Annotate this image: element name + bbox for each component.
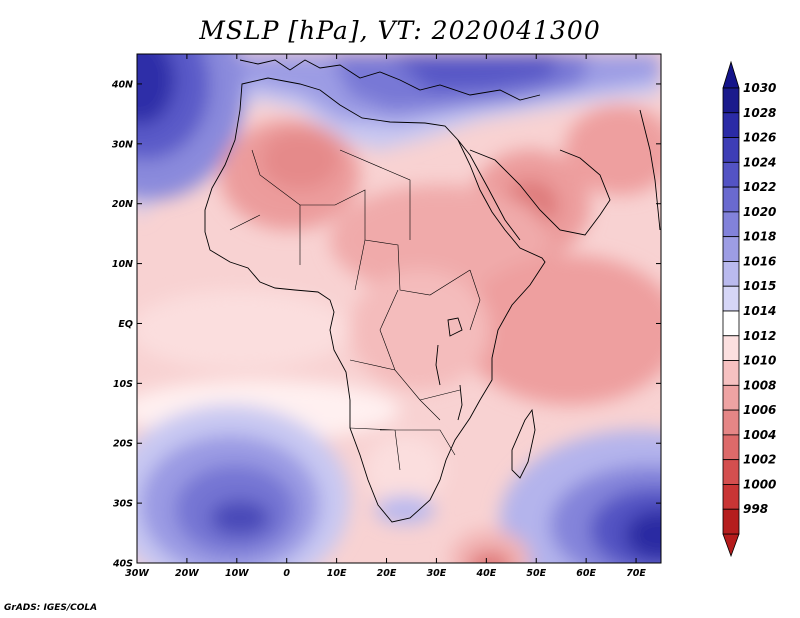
x-tick-label: 70E xyxy=(626,568,646,579)
colorbar-level-label: 1028 xyxy=(743,106,776,120)
y-tick-label: 40S xyxy=(112,559,133,570)
colorbar-swatch xyxy=(722,384,740,411)
colorbar-swatch xyxy=(722,310,740,337)
colorbar-level-label: 1002 xyxy=(743,453,776,467)
colorbar-swatch xyxy=(722,409,740,436)
colorbar-level-label: 1026 xyxy=(743,131,776,145)
x-tick-label: 10E xyxy=(327,568,347,579)
x-tick-label: 20W xyxy=(175,568,199,579)
lake-victoria xyxy=(447,317,463,337)
pressure-field xyxy=(137,54,661,563)
y-tick-label: 20S xyxy=(113,439,133,450)
colorbar-level-label: 1018 xyxy=(743,230,776,244)
y-tick-label: 30S xyxy=(113,499,133,510)
lake-tanganyika xyxy=(435,344,441,386)
colorbar-level-label: 1022 xyxy=(743,180,776,194)
colorbar-level-label: 1008 xyxy=(743,378,776,392)
colorbar-swatch xyxy=(722,434,740,461)
colorbar-swatch xyxy=(722,459,740,485)
x-tick-label: 0 xyxy=(283,568,290,579)
colorbar-level-label: 1010 xyxy=(743,354,776,368)
colorbar-level-label: 1020 xyxy=(743,205,776,219)
coastlines xyxy=(204,59,661,523)
colorbar-level-label: 1000 xyxy=(743,477,776,491)
colorbar-level-label: 1004 xyxy=(743,428,776,442)
colorbar-top-arrow xyxy=(722,60,740,89)
colorbar-level-label: 1012 xyxy=(743,329,776,343)
colorbar-level-label: 1016 xyxy=(743,254,776,268)
colorbar-legend: 1030 1028 1026 1024 1022 1020 1018 1016 1015 1014… xyxy=(722,60,776,558)
colorbar-swatch xyxy=(722,261,740,287)
colorbar-swatch xyxy=(722,137,740,163)
colorbar-swatch xyxy=(722,508,740,535)
colorbar-bottom-arrow xyxy=(722,533,740,558)
grads-credit: GrADS: IGES/COLA xyxy=(4,603,98,613)
y-tick-label: 20N xyxy=(112,199,133,210)
red-sea xyxy=(457,139,521,241)
x-axis: 30W 20W 10W 0 10E 20E 30E 40E 50E 60E 70E xyxy=(125,54,646,579)
colorbar-swatch xyxy=(722,285,740,312)
y-tick-label: EQ xyxy=(118,319,133,330)
x-tick-label: 40E xyxy=(475,568,496,579)
colorbar-level-label: 1024 xyxy=(743,155,776,169)
africa-coastline xyxy=(204,77,546,523)
y-tick-label: 10N xyxy=(112,259,133,270)
europe-coast xyxy=(239,59,541,101)
colorbar-swatch xyxy=(722,211,740,238)
arabia-coast xyxy=(469,149,611,236)
colorbar-swatch xyxy=(722,161,740,188)
colorbar-swatch xyxy=(722,87,740,114)
colorbar-swatch xyxy=(722,236,740,262)
x-tick-label: 50E xyxy=(526,568,546,579)
colorbar-level-label: 1030 xyxy=(743,81,776,95)
y-tick-label: 30N xyxy=(112,139,133,150)
inner-borders xyxy=(229,149,481,471)
x-tick-label: 60E xyxy=(576,568,596,579)
colorbar-swatch xyxy=(722,484,740,510)
y-tick-label: 10S xyxy=(113,379,133,390)
plot-frame xyxy=(136,53,662,564)
x-tick-label: 20E xyxy=(377,568,397,579)
colorbar-level-label: 1015 xyxy=(743,279,776,293)
india-coast xyxy=(639,109,661,231)
madagascar xyxy=(511,408,536,479)
y-tick-label: 40N xyxy=(111,79,133,90)
colorbar-swatch xyxy=(722,186,740,213)
colorbar-level-label: 998 xyxy=(743,502,768,516)
lake-malawi xyxy=(457,384,463,421)
colorbar-swatch xyxy=(722,335,740,361)
x-tick-label: 30E xyxy=(427,568,447,579)
x-tick-label: 10W xyxy=(225,568,249,579)
colorbar-level-label: 1006 xyxy=(743,403,776,417)
map-title: MSLP [hPa], VT: 2020041300 xyxy=(199,16,601,45)
x-tick-label: 30W xyxy=(125,568,149,579)
y-axis: 40N 30N 20N 10N EQ 10S 20S 30S 40S xyxy=(111,79,661,570)
colorbar-level-label: 1014 xyxy=(743,304,776,318)
colorbar-swatch xyxy=(722,360,740,386)
colorbar-swatch xyxy=(722,112,740,138)
